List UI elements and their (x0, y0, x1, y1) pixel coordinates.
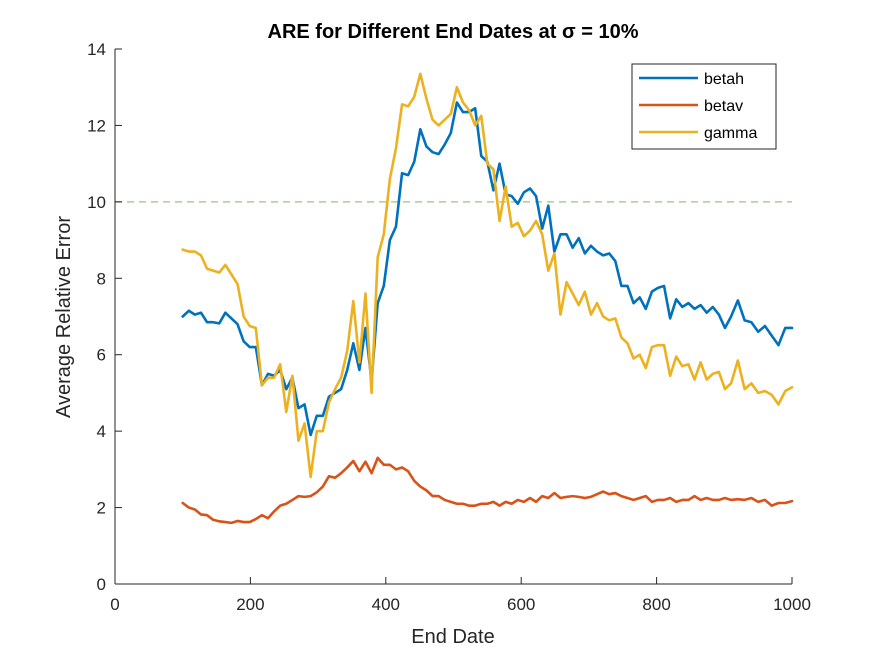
series-line-gamma (181, 72, 794, 479)
x-tick-label: 600 (507, 595, 535, 614)
y-tick-label: 10 (87, 193, 106, 212)
y-tick-label: 0 (97, 575, 106, 594)
x-tick-label: 800 (642, 595, 670, 614)
y-tick-label: 6 (97, 346, 106, 365)
x-tick-label: 200 (236, 595, 264, 614)
y-tick-label: 12 (87, 116, 106, 135)
series-layer (181, 72, 794, 525)
axes-layer (114, 49, 792, 585)
legend: betah betav gamma (631, 63, 777, 150)
x-tick-label: 400 (372, 595, 400, 614)
chart-title: ARE for Different End Dates at σ = 10% (268, 21, 639, 43)
y-tick-label: 8 (97, 269, 106, 288)
legend-label-betah: betah (704, 71, 744, 88)
y-tick-label: 14 (87, 40, 106, 59)
ticks-layer: 0 200 400 600 800 1000 0 2 4 6 8 10 12 14 (87, 40, 811, 614)
legend-box (631, 63, 777, 150)
x-axis-title: End Date (411, 626, 494, 648)
y-tick-label: 4 (97, 422, 106, 441)
x-tick-label: 1000 (773, 595, 811, 614)
x-tick-label: 0 (110, 595, 119, 614)
y-tick-label: 2 (97, 499, 106, 518)
legend-label-betav: betav (704, 98, 743, 115)
legend-label-gamma: gamma (704, 125, 757, 142)
series-line-betav (181, 456, 794, 525)
y-axis-title: Average Relative Error (53, 216, 75, 418)
